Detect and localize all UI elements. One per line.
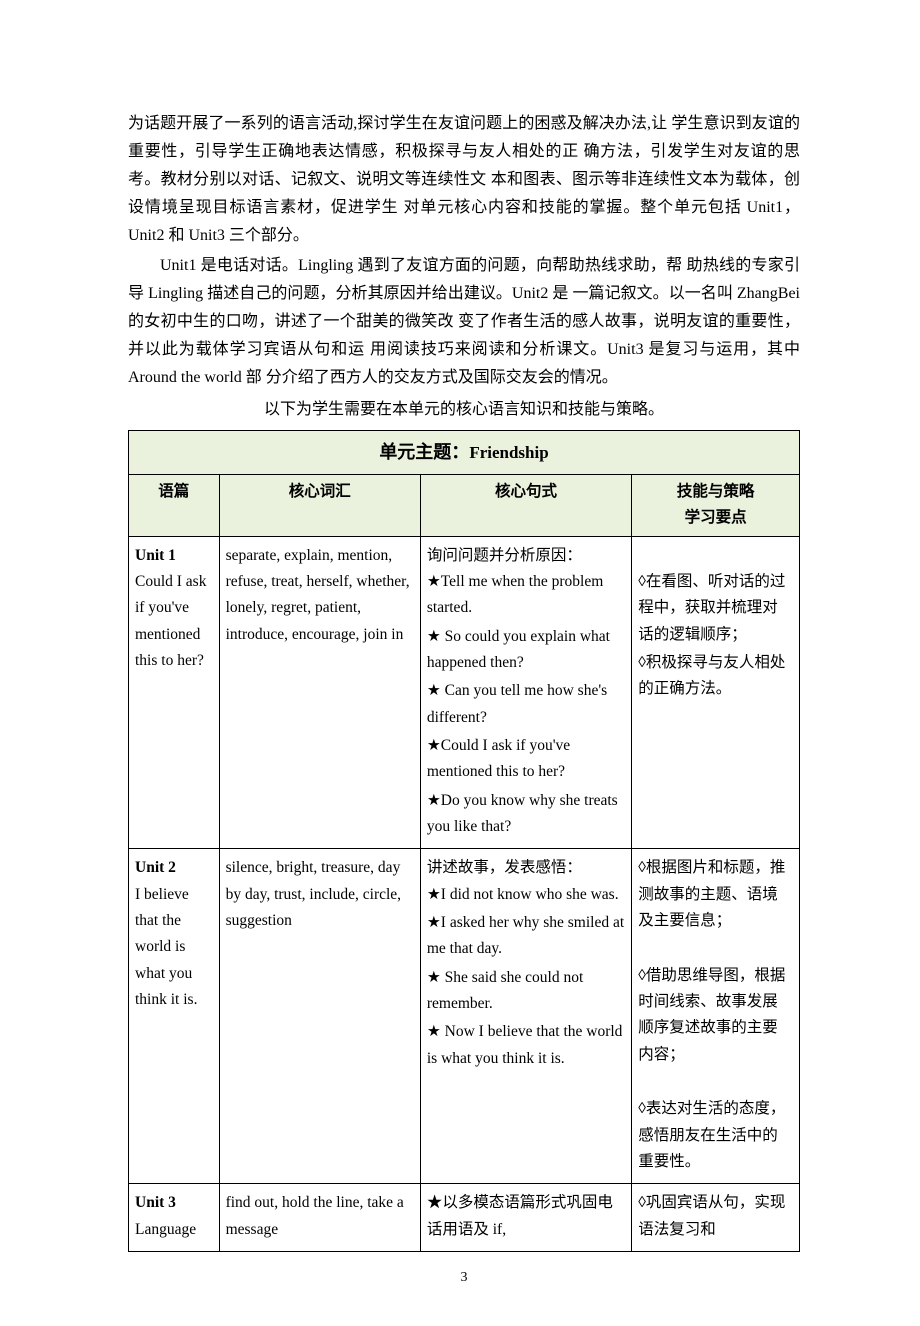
paragraph-2: Unit1 是电话对话。Lingling 遇到了友谊方面的问题，向帮助热线求助，… — [128, 252, 800, 392]
header-col-3: 核心句式 — [420, 474, 631, 536]
table-header-row: 语篇 核心词汇 核心句式 技能与策略学习要点 — [129, 474, 800, 536]
unit3-label: Unit 3 — [135, 1194, 176, 1211]
table-title-en: Friendship — [469, 443, 548, 462]
content-table: 单元主题：Friendship 语篇 核心词汇 核心句式 技能与策略学习要点 U… — [128, 430, 800, 1252]
table-title-cn: 单元主题： — [379, 442, 469, 462]
unit3-vocab: find out, hold the line, take a message — [219, 1184, 420, 1252]
table-row: Unit 2 I believe that the world is what … — [129, 849, 800, 1184]
table-title-row: 单元主题：Friendship — [129, 431, 800, 475]
table-row: Unit 1 Could I ask if you've mentioned t… — [129, 536, 800, 849]
unit2-label: Unit 2 — [135, 859, 176, 876]
unit2-title: I believe that the world is what you thi… — [135, 886, 197, 1008]
unit1-sentences: 询问问题并分析原因： ★Tell me when the problem sta… — [420, 536, 631, 849]
page-number: 3 — [128, 1270, 800, 1286]
unit2-skills: ◊根据图片和标题，推测故事的主题、语境及主要信息； ◊借助思维导图，根据时间线索… — [632, 849, 800, 1184]
unit3-skills: ◊巩固宾语从句，实现语法复习和 — [632, 1184, 800, 1252]
unit3-title: Language — [135, 1221, 196, 1238]
header-col-2: 核心词汇 — [219, 474, 420, 536]
paragraph-1: 为话题开展了一系列的语言活动,探讨学生在友谊问题上的困惑及解决办法,让 学生意识… — [128, 110, 800, 250]
unit1-skills: ◊在看图、听对话的过程中，获取并梳理对话的逻辑顺序； ◊积极探寻与友人相处的正确… — [632, 536, 800, 849]
table-row: Unit 3 Language find out, hold the line,… — [129, 1184, 800, 1252]
unit1-label: Unit 1 — [135, 547, 176, 564]
document-page: 为话题开展了一系列的语言活动,探讨学生在友谊问题上的困惑及解决办法,让 学生意识… — [0, 0, 920, 1326]
unit1-vocab: separate, explain, mention, refuse, trea… — [219, 536, 420, 849]
unit2-sentences: 讲述故事，发表感悟： ★I did not know who she was. … — [420, 849, 631, 1184]
unit3-sentences: ★以多模态语篇形式巩固电话用语及 if, — [420, 1184, 631, 1252]
unit2-vocab: silence, bright, treasure, day by day, t… — [219, 849, 420, 1184]
unit1-title: Could I ask if you've mentioned this to … — [135, 573, 206, 669]
header-col-4: 技能与策略学习要点 — [632, 474, 800, 536]
paragraph-3: 以下为学生需要在本单元的核心语言知识和技能与策略。 — [128, 396, 800, 424]
header-col-1: 语篇 — [129, 474, 220, 536]
